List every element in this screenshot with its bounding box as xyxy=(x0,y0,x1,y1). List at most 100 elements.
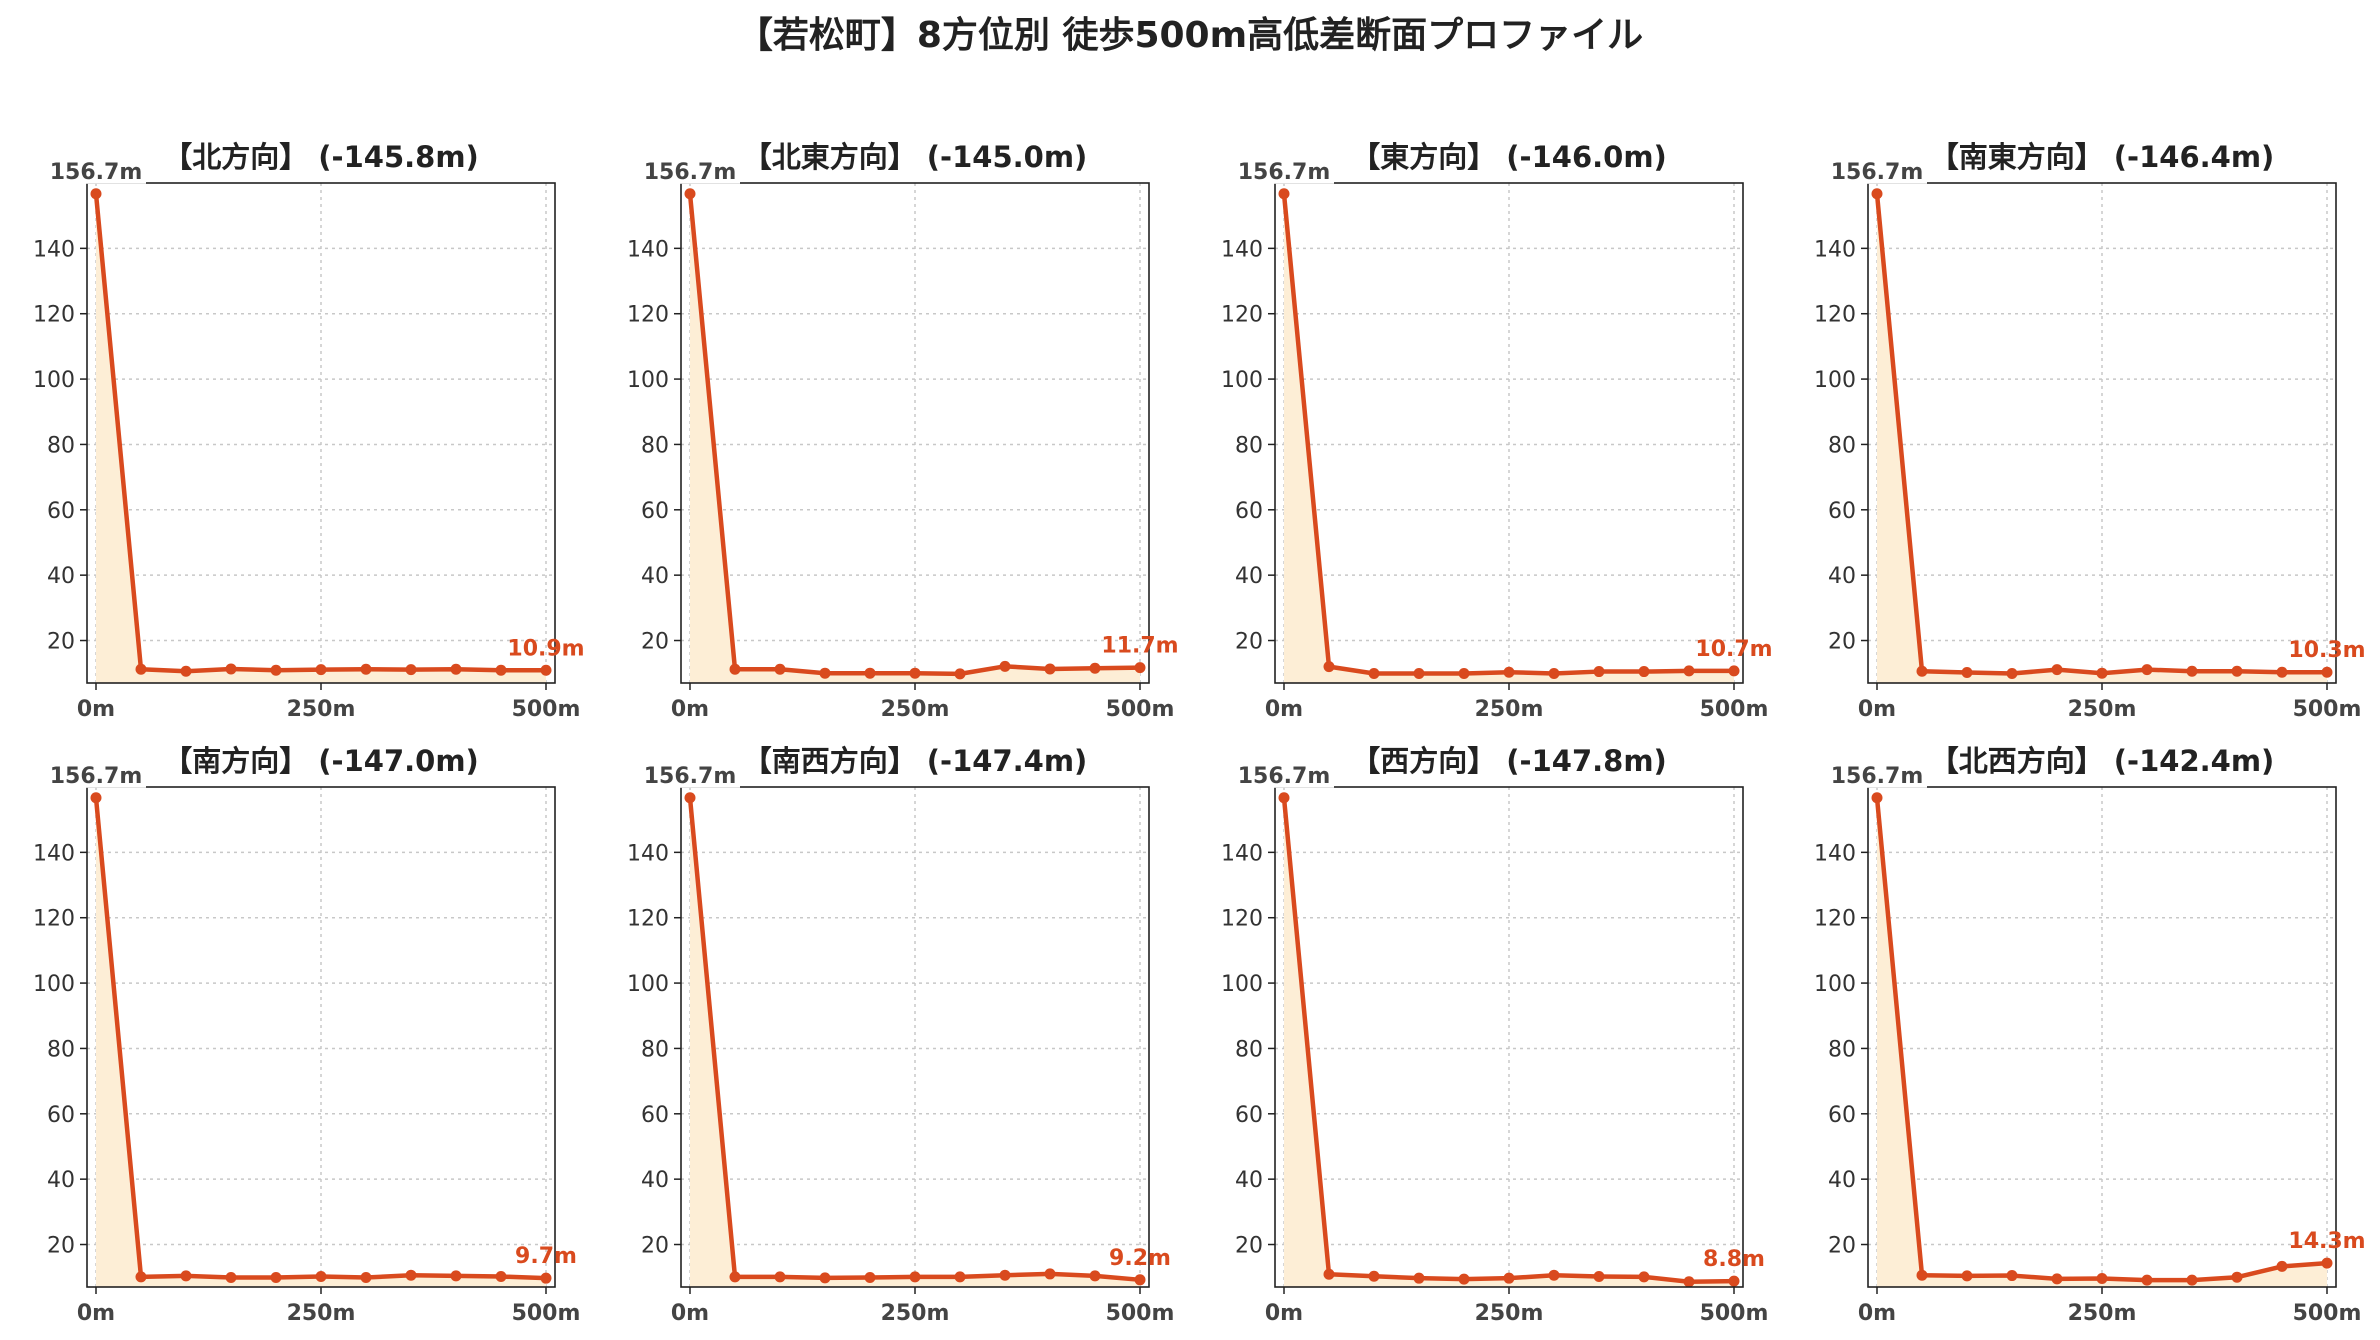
xtick-label: 0m xyxy=(77,697,115,722)
data-point xyxy=(450,663,462,675)
data-point xyxy=(180,1270,192,1282)
start-elevation-label: 156.7m xyxy=(50,764,143,789)
ytick-label: 120 xyxy=(1814,907,1856,932)
ytick-label: 60 xyxy=(47,499,75,524)
xtick-label: 250m xyxy=(1475,697,1544,722)
data-point xyxy=(1728,665,1740,677)
panel-title: 【東方向】 (-146.0m) xyxy=(1351,140,1667,174)
ytick-label: 100 xyxy=(627,368,669,393)
data-point xyxy=(2186,1274,2198,1286)
xtick-label: 250m xyxy=(2068,697,2137,722)
data-point xyxy=(954,1271,966,1283)
start-label-box xyxy=(640,155,740,184)
panel-3: 【東方向】 (-146.0m) 20 40 60 80 100 120 140 0m 250m 50… xyxy=(1221,140,1773,722)
data-point xyxy=(2321,666,2333,678)
data-point xyxy=(1089,662,1101,674)
data-point xyxy=(225,663,237,675)
panel-5: 【南方向】 (-147.0m) 20 40 60 80 100 120 140 0m 250m 50… xyxy=(33,744,580,1326)
profile-line xyxy=(1281,191,1737,676)
end-elevation-label: 9.7m xyxy=(515,1244,577,1269)
data-point xyxy=(2051,664,2063,676)
data-point xyxy=(909,1271,921,1283)
ytick-label: 100 xyxy=(1221,972,1263,997)
ytick-label: 60 xyxy=(1235,499,1263,524)
axes-frame xyxy=(86,786,556,1288)
xtick-label: 250m xyxy=(287,1301,356,1326)
ytick-label: 120 xyxy=(1221,907,1263,932)
start-elevation-label: 156.7m xyxy=(1238,160,1331,185)
xtick-label: 500m xyxy=(1106,1301,1175,1326)
xtick-label: 250m xyxy=(881,697,950,722)
data-point xyxy=(90,792,102,804)
ytick-label: 40 xyxy=(1828,1168,1856,1193)
ytick-label: 120 xyxy=(1814,303,1856,328)
data-point xyxy=(315,664,327,676)
data-point xyxy=(1368,668,1380,680)
data-point xyxy=(1503,666,1515,678)
xtick-label: 0m xyxy=(1858,1301,1896,1326)
data-point xyxy=(2231,665,2243,677)
ytick-label: 40 xyxy=(1235,564,1263,589)
panel-title: 【南西方向】 (-147.4m) xyxy=(743,744,1088,778)
ytick-label: 120 xyxy=(33,303,75,328)
data-point xyxy=(999,1269,1011,1281)
data-point xyxy=(270,1272,282,1284)
xtick-label: 250m xyxy=(2068,1301,2137,1326)
ytick-label: 100 xyxy=(1221,368,1263,393)
data-point xyxy=(1044,663,1056,675)
data-point xyxy=(1458,1273,1470,1285)
panel-title: 【南東方向】 (-146.4m) xyxy=(1930,140,2275,174)
ytick-label: 20 xyxy=(1828,1234,1856,1259)
ytick-label: 100 xyxy=(1814,368,1856,393)
data-point xyxy=(1638,666,1650,678)
data-point xyxy=(1548,668,1560,680)
ytick-label: 140 xyxy=(33,237,75,262)
ytick-label: 80 xyxy=(1235,433,1263,458)
data-point xyxy=(1916,665,1928,677)
axes-frame xyxy=(1867,786,2337,1288)
data-point xyxy=(2141,664,2153,676)
start-label-box xyxy=(640,759,740,788)
data-point xyxy=(135,1271,147,1283)
profile-line xyxy=(687,191,1143,677)
ytick-label: 20 xyxy=(641,630,669,655)
ytick-label: 80 xyxy=(47,1037,75,1062)
xtick-label: 0m xyxy=(1265,697,1303,722)
axes-frame xyxy=(1867,182,2337,684)
start-elevation-label: 156.7m xyxy=(644,764,737,789)
start-label-box xyxy=(46,155,146,184)
xtick-label: 500m xyxy=(1106,697,1175,722)
data-point xyxy=(729,663,741,675)
ytick-label: 80 xyxy=(1828,433,1856,458)
data-point xyxy=(1089,1270,1101,1282)
ytick-label: 80 xyxy=(641,433,669,458)
xtick-label: 500m xyxy=(512,697,581,722)
data-point xyxy=(360,1272,372,1284)
data-point xyxy=(1683,1276,1695,1288)
panel-7: 【西方向】 (-147.8m) 20 40 60 80 100 120 140 0m 250m 50… xyxy=(1221,744,1768,1326)
panel-title: 【北方向】 (-145.8m) xyxy=(163,140,479,174)
end-elevation-label: 10.9m xyxy=(507,636,584,661)
ytick-label: 140 xyxy=(1814,237,1856,262)
data-point xyxy=(999,660,1011,672)
start-label-box xyxy=(46,759,146,788)
ytick-label: 100 xyxy=(627,972,669,997)
data-point xyxy=(1683,665,1695,677)
ytick-label: 100 xyxy=(33,368,75,393)
axes-frame xyxy=(1274,786,1744,1288)
data-point xyxy=(405,1269,417,1281)
ytick-label: 140 xyxy=(627,237,669,262)
axes-frame xyxy=(86,182,556,684)
ytick-label: 20 xyxy=(1235,630,1263,655)
data-point xyxy=(180,665,192,677)
data-point xyxy=(1458,668,1470,680)
data-point xyxy=(1413,668,1425,680)
xtick-label: 0m xyxy=(671,1301,709,1326)
data-point xyxy=(1916,1269,1928,1281)
axes-frame xyxy=(680,786,1150,1288)
panel-1: 【北方向】 (-145.8m) 20 40 60 80 100 120 140 0m 250m 50… xyxy=(33,140,585,722)
profile-line xyxy=(93,191,549,674)
ytick-label: 20 xyxy=(47,1234,75,1259)
data-point xyxy=(2231,1271,2243,1283)
ytick-label: 80 xyxy=(641,1037,669,1062)
